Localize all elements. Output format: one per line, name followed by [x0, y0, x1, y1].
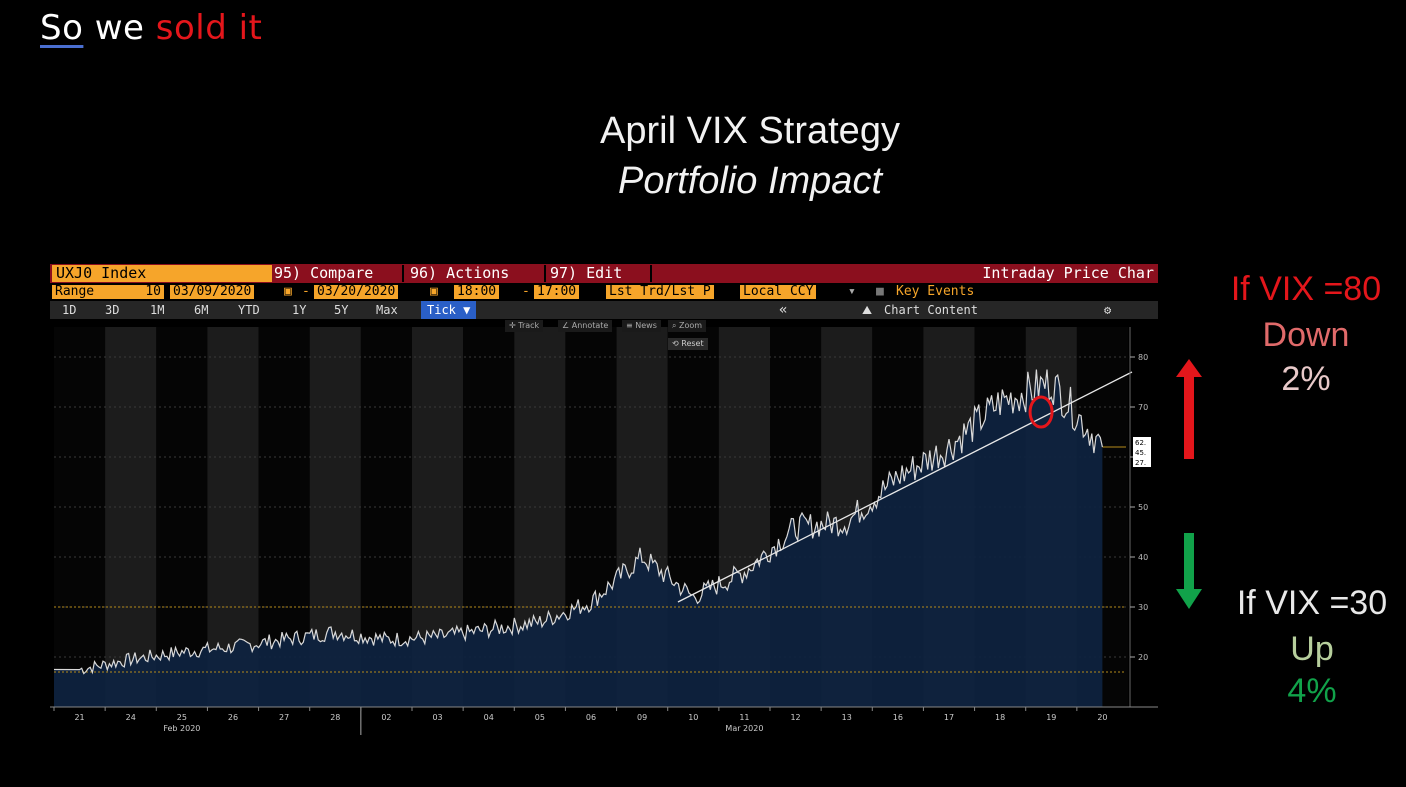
x-tick-label: 13 — [842, 713, 852, 722]
period-ytd[interactable]: YTD — [238, 303, 260, 317]
period-6m[interactable]: 6M — [194, 303, 209, 317]
trend-line — [677, 371, 1133, 603]
x-tick-label: 03 — [432, 713, 442, 722]
scenario-up-line2: Down — [1262, 316, 1350, 354]
tick-button[interactable]: Tick ▼ — [421, 301, 477, 319]
range-value[interactable]: 10 — [110, 285, 164, 299]
price-line — [53, 369, 1103, 675]
x-tick-label: 06 — [586, 713, 596, 722]
period-1m[interactable]: 1M — [150, 303, 165, 317]
chart-icon[interactable]: ⛰ — [862, 303, 873, 317]
y-tick-label: 20 — [1138, 653, 1148, 662]
highlight-circle — [1028, 395, 1054, 429]
slide-title-so: So — [40, 8, 84, 48]
last-price-box — [1133, 437, 1151, 447]
month-label: Feb 2020 — [163, 724, 200, 733]
x-tick-label: 12 — [790, 713, 800, 722]
y-tick-label: 70 — [1138, 403, 1148, 412]
day-column — [105, 327, 157, 707]
x-tick-label: 09 — [637, 713, 647, 722]
day-column — [54, 327, 106, 707]
calendar-icon[interactable]: ▣ — [284, 284, 292, 299]
period-1d[interactable]: 1D — [62, 303, 77, 317]
start-time-field[interactable]: 18:00 — [454, 285, 500, 299]
edit-button[interactable]: 97) Edit — [550, 265, 652, 282]
compare-button[interactable]: 95) Compare — [274, 265, 404, 282]
price-area — [54, 369, 1103, 707]
end-date-field[interactable]: 03/20/2020 — [314, 285, 399, 299]
last-price-box — [1133, 457, 1151, 467]
ticker-field[interactable]: UXJ0 Index — [52, 265, 272, 282]
scenario-up-line3: 2% — [1281, 360, 1331, 398]
command-bar: UXJ0 Index 95) Compare 96) Actions 97) E… — [50, 264, 1158, 283]
x-tick-label: 21 — [74, 713, 84, 722]
y-tick-label: 80 — [1138, 353, 1148, 362]
start-date-field[interactable]: 03/09/2020 — [170, 285, 255, 299]
collapse-icon[interactable]: « — [779, 302, 788, 318]
red-up-arrow — [1176, 359, 1202, 459]
y-tick-label: 40 — [1138, 553, 1148, 562]
x-tick-label: 24 — [126, 713, 136, 722]
period-max[interactable]: Max — [376, 303, 398, 317]
end-time-field[interactable]: 17:00 — [534, 285, 580, 299]
slide-title-sold-it: sold it — [155, 8, 263, 48]
green-down-arrow — [1176, 533, 1202, 609]
month-label: Mar 2020 — [725, 724, 763, 733]
x-tick-label: 20 — [1097, 713, 1107, 722]
currency-field[interactable]: Local CCY — [740, 285, 817, 299]
scenario-arrows — [1176, 359, 1202, 609]
annotate-tool[interactable]: ∠ Annotate — [558, 320, 613, 332]
range-label: Range — [52, 285, 110, 299]
track-tool[interactable]: ✛ Track — [505, 320, 544, 332]
key-events-checkbox[interactable]: ■ — [876, 284, 884, 299]
x-tick-label: 28 — [330, 713, 340, 722]
x-tick-label: 17 — [944, 713, 954, 722]
currency-dropdown-icon[interactable]: ▾ — [848, 284, 856, 299]
last-price-label: 62. — [1135, 439, 1146, 447]
x-tick-label: 18 — [995, 713, 1005, 722]
price-type-field[interactable]: Lst Trd/Lst P — [606, 285, 714, 299]
chart-content-button[interactable]: Chart Content — [884, 303, 978, 317]
bloomberg-terminal: UXJ0 Index 95) Compare 96) Actions 97) E… — [50, 262, 1158, 736]
y-tick-label: 50 — [1138, 503, 1148, 512]
last-price-label: 45. — [1135, 449, 1146, 457]
x-tick-label: 02 — [381, 713, 391, 722]
x-tick-label: 04 — [484, 713, 494, 722]
period-bar: 1D 3D 1M 6M YTD 1Y 5Y Max Tick ▼ « ⛰ Cha… — [50, 301, 1158, 319]
x-tick-label: 26 — [228, 713, 238, 722]
heading: April VIX Strategy — [600, 110, 900, 152]
period-3d[interactable]: 3D — [105, 303, 120, 317]
period-5y[interactable]: 5Y — [334, 303, 349, 317]
scenario-up-line1: If VIX =80 — [1230, 270, 1382, 308]
chart-kind-label: Intraday Price Char — [982, 264, 1154, 282]
last-price-label: 27. — [1135, 459, 1146, 467]
day-column — [156, 327, 208, 707]
scenario-down-line3: 4% — [1287, 672, 1337, 710]
x-tick-label: 11 — [739, 713, 749, 722]
scenario-down-line2: Up — [1290, 630, 1334, 668]
period-1y[interactable]: 1Y — [292, 303, 307, 317]
x-tick-label: 25 — [177, 713, 187, 722]
reset-button[interactable]: ⟲ Reset — [668, 338, 708, 350]
vix-intraday-chart: 2030405060708062.45.27.21242526272802030… — [50, 327, 1158, 736]
key-events-label: Key Events — [896, 284, 975, 299]
x-tick-label: 27 — [279, 713, 289, 722]
slide-title: So we sold it — [40, 8, 262, 48]
x-tick-label: 05 — [535, 713, 545, 722]
gear-icon[interactable]: ⚙ — [1104, 303, 1112, 317]
x-tick-label: 10 — [688, 713, 698, 722]
y-tick-label: 30 — [1138, 603, 1148, 612]
subheading: Portfolio Impact — [618, 160, 882, 202]
last-price-box — [1133, 447, 1151, 457]
range-bar: Range 10 03/09/2020 ▣ - 03/20/2020 ▣ 18:… — [50, 284, 1158, 300]
news-tool[interactable]: ≡ News — [622, 320, 661, 332]
x-axis-band — [50, 708, 1158, 736]
x-tick-label: 16 — [893, 713, 903, 722]
zoom-tool[interactable]: ⌕ Zoom — [668, 320, 707, 332]
scenario-down-line1: If VIX =30 — [1236, 584, 1388, 622]
calendar-icon[interactable]: ▣ — [430, 284, 438, 299]
x-tick-label: 19 — [1046, 713, 1056, 722]
slide-title-we: we — [94, 8, 145, 48]
actions-button[interactable]: 96) Actions — [410, 265, 546, 282]
